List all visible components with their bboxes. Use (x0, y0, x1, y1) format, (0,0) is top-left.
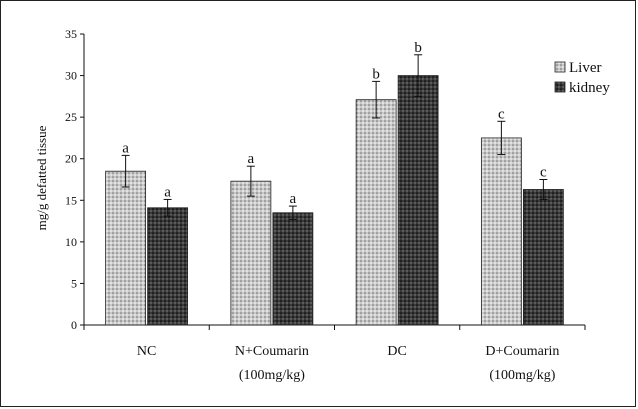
bar-kidney (522, 189, 564, 326)
y-tick-label: 5 (71, 276, 77, 290)
legend-swatch-kidney (554, 81, 566, 93)
significance-label: b (414, 40, 422, 56)
bar-kidney (147, 207, 189, 326)
y-tick-label: 0 (71, 318, 77, 332)
bar-liver (480, 137, 522, 326)
x-tick-label: DC (387, 344, 406, 359)
significance-label: a (290, 191, 297, 207)
legend-label-kidney: kidney (569, 80, 610, 96)
significance-label: a (122, 140, 129, 156)
plot-area: 0 5 10 15 20 25 30 35 a a NC a a N+Coumarin (100mg/kg)… (65, 27, 586, 383)
bar-kidney (272, 212, 314, 326)
bar-kidney (397, 75, 439, 326)
y-tick-label: 10 (65, 235, 77, 249)
significance-label: a (164, 184, 171, 200)
x-tick-label: NC (137, 344, 156, 359)
x-tick-label: N+Coumarin (235, 344, 309, 359)
legend: Liver kidney (554, 60, 610, 96)
y-tick-label: 25 (65, 110, 77, 124)
legend-swatch-liver (554, 61, 566, 73)
y-axis-label: mg/g defatted tissue (34, 125, 49, 230)
x-tick-label: (100mg/kg) (489, 368, 555, 383)
y-tick-label: 35 (65, 27, 77, 41)
bar-liver (230, 180, 272, 326)
y-tick-label: 30 (65, 69, 77, 83)
y-tick-label: 20 (65, 152, 77, 166)
bar-liver (105, 170, 147, 326)
x-tick-label: D+Coumarin (485, 344, 559, 359)
significance-label: c (540, 165, 547, 181)
significance-label: c (498, 106, 505, 122)
x-tick-label: (100mg/kg) (239, 368, 305, 383)
significance-label: b (372, 66, 380, 82)
bar-liver (355, 99, 397, 326)
legend-label-liver: Liver (569, 60, 601, 76)
y-tick-label: 15 (65, 193, 77, 207)
significance-label: a (248, 151, 255, 167)
